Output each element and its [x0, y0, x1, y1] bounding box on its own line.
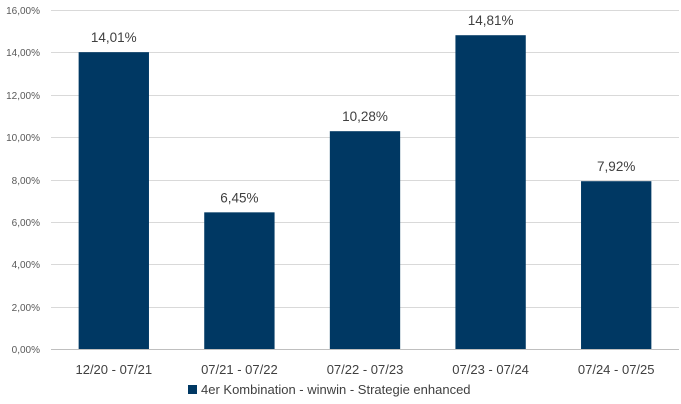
- data-label: 6,45%: [220, 190, 258, 205]
- y-tick-label: 14,00%: [6, 48, 40, 59]
- x-tick-label: 07/21 - 07/22: [201, 362, 278, 377]
- x-tick-label: 07/23 - 07/24: [452, 362, 529, 377]
- data-label: 14,01%: [91, 30, 137, 45]
- x-axis-ticks: 12/20 - 07/21 07/21 - 07/22 07/22 - 07/23 0…: [75, 362, 654, 377]
- bar: [329, 131, 401, 349]
- data-label: 7,92%: [597, 159, 635, 174]
- y-tick-label: 6,00%: [12, 218, 40, 229]
- data-label: 14,81%: [468, 13, 514, 28]
- data-label: 10,28%: [342, 109, 388, 124]
- x-tick-label: 07/24 - 07/25: [578, 362, 655, 377]
- bar: [581, 181, 652, 349]
- legend-label: 4er Kombination - winwin - Strategie enh…: [201, 382, 471, 397]
- legend-swatch: [188, 385, 197, 394]
- bar: [204, 212, 275, 349]
- y-tick-label: 8,00%: [12, 176, 40, 187]
- data-labels: 14,01% 6,45% 10,28% 14,81% 7,92%: [91, 13, 635, 205]
- x-tick-label: 07/22 - 07/23: [327, 362, 404, 377]
- y-tick-label: 10,00%: [6, 133, 40, 144]
- y-axis-ticks: 0,00% 2,00% 4,00% 6,00% 8,00% 10,00% 12,00% 14,…: [6, 6, 40, 356]
- x-tick-label: 12/20 - 07/21: [75, 362, 152, 377]
- y-tick-label: 16,00%: [6, 6, 40, 17]
- y-tick-label: 0,00%: [12, 345, 40, 356]
- y-tick-label: 12,00%: [6, 91, 40, 102]
- bars: [78, 35, 652, 350]
- bar: [78, 52, 149, 350]
- y-tick-label: 4,00%: [12, 260, 40, 271]
- bar: [455, 35, 526, 349]
- legend: 4er Kombination - winwin - Strategie enh…: [188, 382, 471, 397]
- y-tick-label: 2,00%: [12, 303, 40, 314]
